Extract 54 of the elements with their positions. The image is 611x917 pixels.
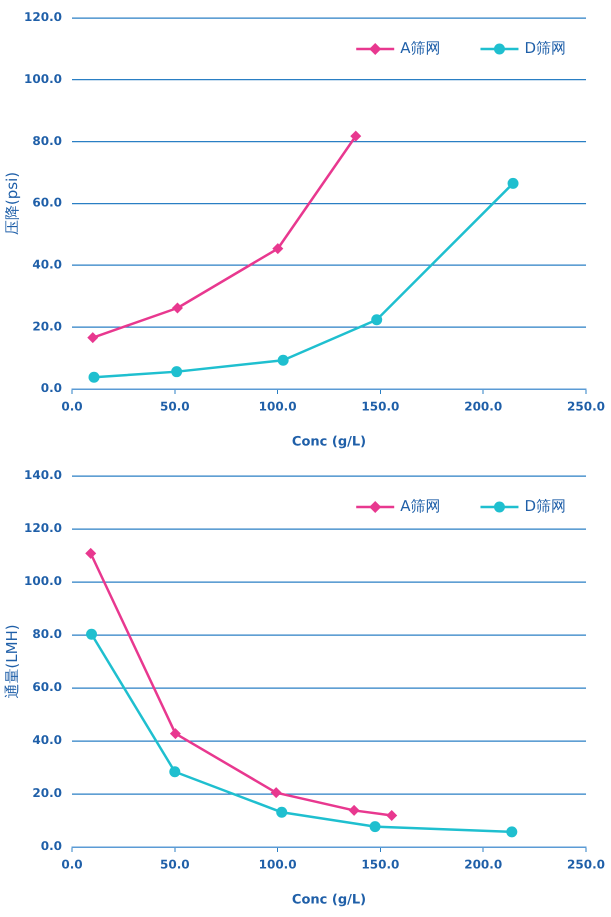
x-tick-label: 250.0 [567,857,606,872]
x-tick-label: 200.0 [464,399,502,414]
x-tick-label: 150.0 [361,857,400,872]
point [172,302,183,314]
legend-label: D筛网 [524,38,566,57]
x-tick-label: 100.0 [258,399,297,414]
point [508,178,519,189]
legend-label: A筛网 [400,38,440,57]
y-axis-title: 通量(LMH) [2,624,21,699]
y-tick-label: 40.0 [32,733,62,748]
y-tick-label: 60.0 [32,196,62,210]
point [350,130,362,142]
x-tick-label: 0.0 [61,399,83,414]
x-tick-label: 200.0 [464,857,502,872]
y-axis-title: 压降(psi) [2,172,21,236]
y-tick-label: 120.0 [24,10,62,24]
point [170,728,181,740]
y-tick-label: 0.0 [40,381,62,396]
x-tick-label: 100.0 [258,857,297,872]
point [88,372,100,383]
point [169,766,180,778]
x-tick-label: 50.0 [160,399,190,414]
point [506,826,518,838]
x-tick-label: 50.0 [160,857,190,872]
y-tick-label: 20.0 [32,319,62,334]
x-tick-label: 150.0 [361,399,400,414]
y-tick-label: 140.0 [24,468,62,482]
point [386,810,398,821]
y-tick-label: 40.0 [32,257,62,272]
y-tick-label: 80.0 [32,627,62,642]
point [272,243,284,254]
point [270,787,282,798]
y-tick-label: 0.0 [40,839,62,854]
x-axis-title: Conc (g/L) [292,892,366,908]
legend-label: D筛网 [524,496,566,515]
x-tick-label: 250.0 [567,399,606,414]
point [278,354,289,366]
y-tick-label: 120.0 [24,521,62,536]
x-tick-label: 0.0 [61,857,83,872]
legend-label: A筛网 [400,496,440,515]
y-tick-label: 20.0 [32,786,62,800]
point [85,548,96,559]
point [171,366,182,378]
x-axis-title: Conc (g/L) [292,434,366,450]
point [276,806,288,818]
point [370,821,381,832]
y-tick-label: 100.0 [24,72,62,86]
y-tick-label: 80.0 [32,134,62,148]
point [86,628,98,640]
y-tick-label: 100.0 [24,574,62,588]
point [371,314,382,326]
point [348,804,360,816]
point [87,332,98,344]
y-tick-label: 60.0 [32,680,62,694]
